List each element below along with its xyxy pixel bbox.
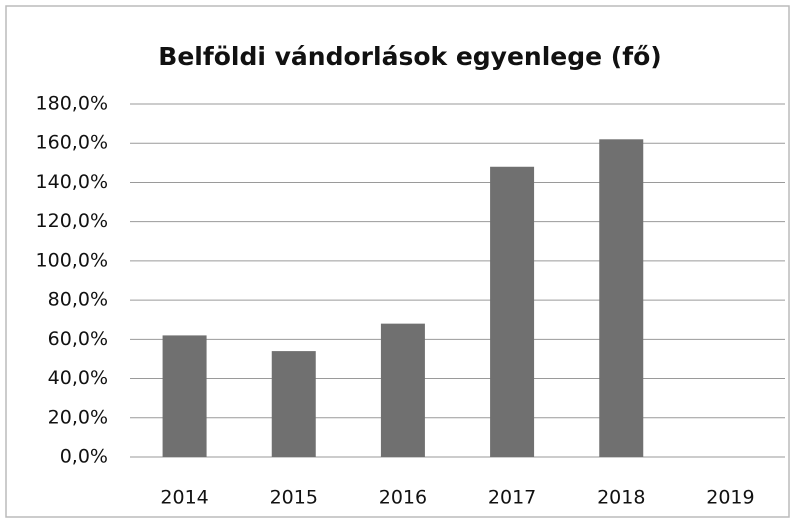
- y-tick-label: 100,0%: [36, 249, 108, 271]
- y-tick-label: 0,0%: [60, 446, 108, 468]
- bar: [271, 351, 316, 457]
- x-tick-label: 2016: [379, 487, 427, 509]
- x-tick-label: 2014: [160, 487, 208, 509]
- y-tick-label: 20,0%: [48, 406, 108, 428]
- bar: [380, 323, 425, 457]
- x-tick-label: 2019: [706, 487, 754, 509]
- y-tick-label: 60,0%: [48, 328, 108, 350]
- x-tick-label: 2018: [597, 487, 645, 509]
- y-tick-label: 160,0%: [36, 132, 108, 154]
- x-tick-label: 2017: [488, 487, 536, 509]
- y-tick-label: 80,0%: [48, 289, 108, 311]
- chart-title: Belföldi vándorlások egyenlege (fő): [158, 42, 661, 71]
- y-tick-label: 140,0%: [36, 171, 108, 193]
- y-tick-label: 180,0%: [36, 93, 108, 115]
- bar: [490, 166, 535, 457]
- bar: [162, 335, 207, 457]
- bar: [599, 139, 644, 458]
- y-tick-label: 120,0%: [36, 210, 108, 232]
- y-tick-label: 40,0%: [48, 367, 108, 389]
- x-tick-label: 2015: [270, 487, 318, 509]
